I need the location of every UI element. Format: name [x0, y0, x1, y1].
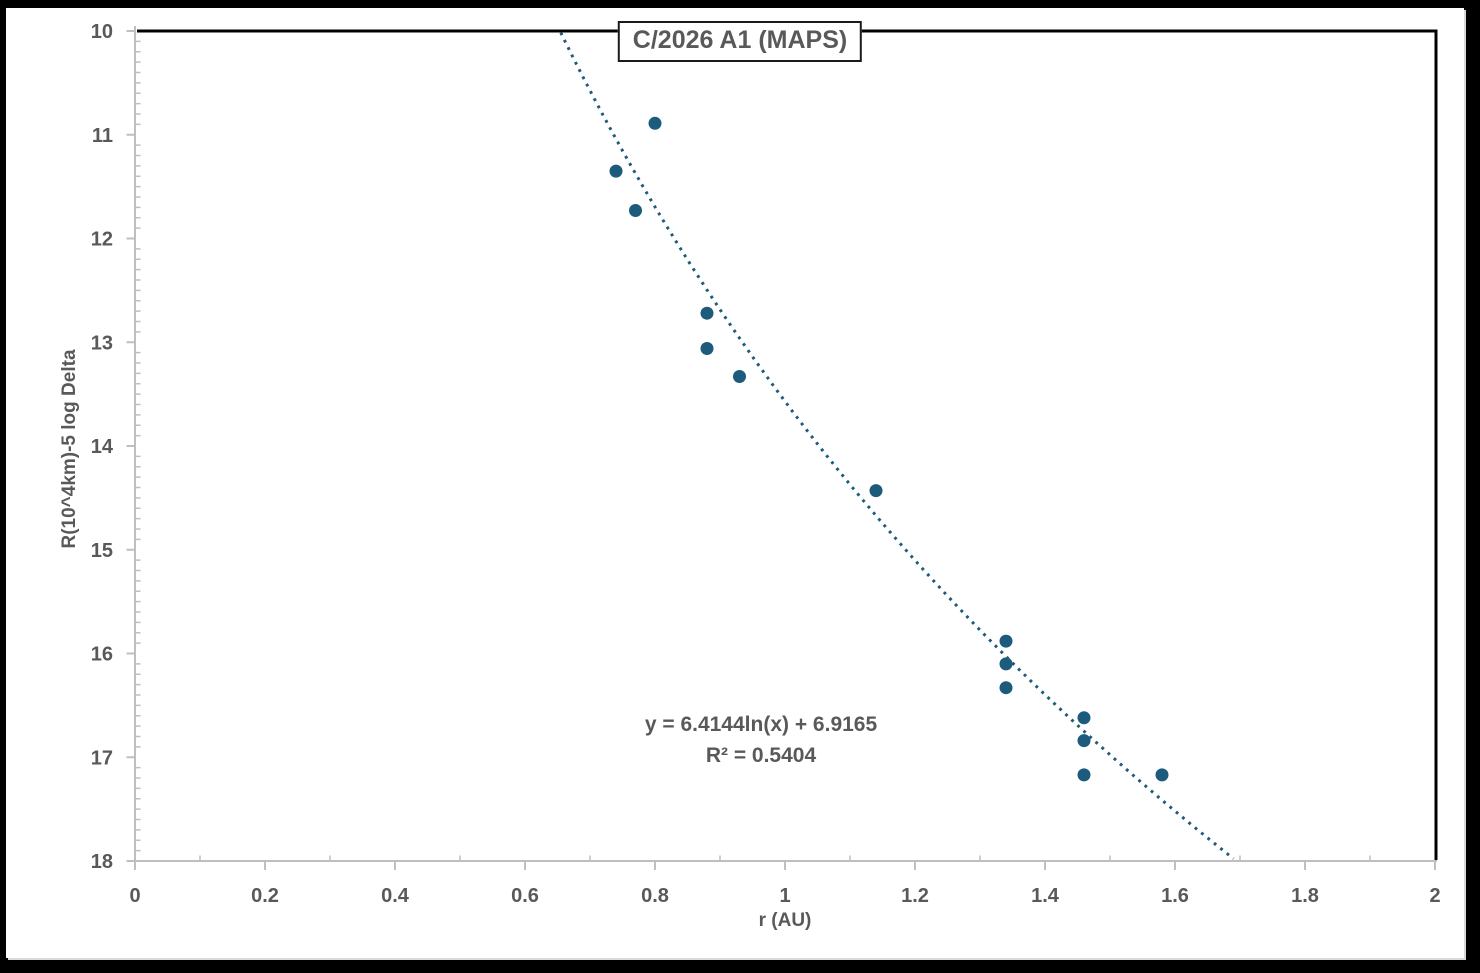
- y-tick-label: 10: [91, 21, 113, 43]
- data-point: [999, 634, 1013, 648]
- data-point: [999, 657, 1013, 671]
- data-point: [869, 484, 883, 498]
- data-point: [700, 342, 714, 355]
- y-tick-label: 14: [91, 436, 114, 458]
- x-tick-label: 2: [1429, 885, 1440, 907]
- data-point: [1077, 768, 1091, 782]
- x-tick-label: 1: [779, 885, 790, 907]
- x-tick-label: 0.2: [251, 885, 279, 907]
- trendline-equation: y = 6.4144ln(x) + 6.9165: [644, 713, 878, 736]
- y-tick-label: 17: [91, 747, 113, 769]
- data-point: [733, 370, 746, 383]
- y-tick-label: 15: [91, 540, 113, 562]
- data-point: [629, 204, 642, 217]
- data-point: [999, 681, 1013, 695]
- data-point: [1077, 711, 1091, 725]
- chart-panel: [6, 8, 1464, 958]
- x-tick-label: 1.6: [1161, 885, 1189, 907]
- data-point: [648, 116, 662, 130]
- trendline: [559, 31, 1235, 860]
- y-tick-label: 13: [91, 332, 113, 354]
- data-point: [700, 306, 714, 320]
- chart-title: C/2026 A1 (MAPS): [617, 21, 863, 62]
- y-tick-label: 16: [91, 644, 113, 666]
- x-tick-label: 0.8: [641, 885, 669, 907]
- x-tick-label: 0.4: [381, 885, 410, 907]
- x-axis-title: r (AU): [758, 910, 812, 931]
- x-tick-label: 1.2: [901, 885, 929, 907]
- y-tick-label: 12: [91, 229, 113, 251]
- trendline-annotation: y = 6.4144ln(x) + 6.9165 R² = 0.5404: [645, 709, 877, 771]
- x-tick-label: 0.6: [511, 885, 539, 907]
- y-axis-title: R(10^4km)-5 log Delta: [59, 349, 80, 549]
- y-tick-label: 11: [92, 125, 113, 147]
- data-point: [1077, 734, 1091, 748]
- x-tick-label: 1.8: [1291, 885, 1319, 907]
- x-tick-label: 1.4: [1031, 885, 1060, 907]
- y-tick-label: 18: [91, 851, 113, 873]
- data-point: [1155, 768, 1169, 782]
- data-point: [609, 164, 623, 178]
- x-tick-label: 0: [129, 885, 140, 907]
- trendline-r-squared: R² = 0.5404: [705, 744, 817, 767]
